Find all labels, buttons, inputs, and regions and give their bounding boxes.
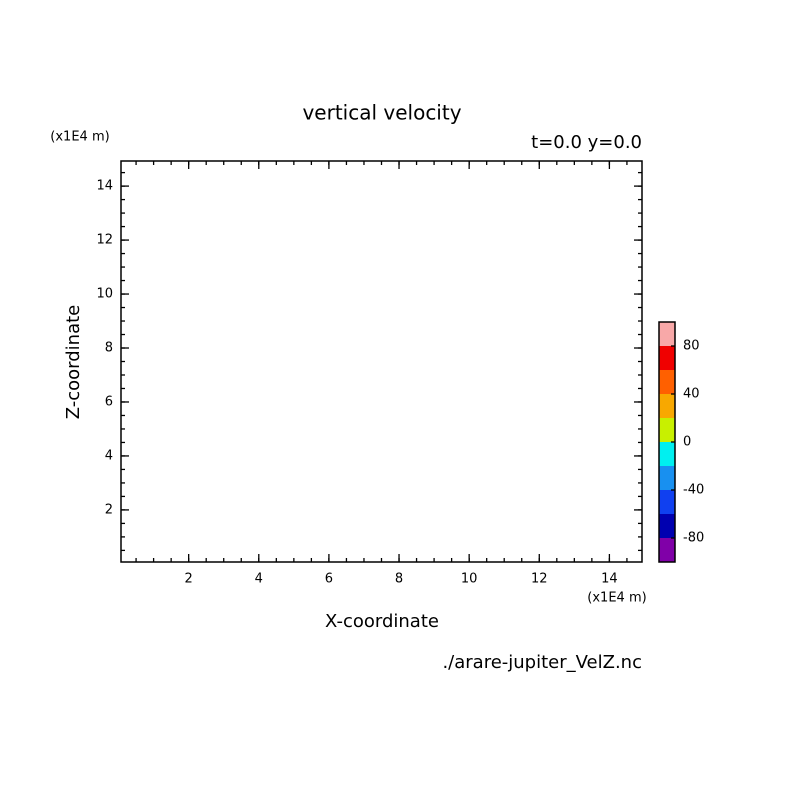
x-tick-label: 10 [461, 572, 478, 587]
y-tick-label: 6 [105, 394, 113, 409]
x-tick-label: 2 [185, 572, 193, 587]
annotation: ./arare-jupiter_VelZ.nc [442, 652, 642, 673]
colorbar-tick-label: -80 [683, 531, 704, 546]
x-axis-label: X-coordinate [325, 611, 439, 632]
x-tick-label: 8 [395, 572, 403, 587]
colorbar-swatch [659, 346, 675, 370]
colorbar-swatch [659, 418, 675, 442]
colorbar-swatch [659, 322, 675, 346]
y-tick-label: 12 [96, 233, 113, 248]
colorbar-tick-label: 0 [683, 435, 691, 450]
colorbar-tick-label: 40 [683, 387, 700, 402]
colorbar-swatch [659, 394, 675, 418]
colorbar-swatch [659, 490, 675, 514]
y-tick-label: 4 [105, 448, 113, 463]
y-tick-label: 2 [105, 502, 113, 517]
x-unit: (x1E4 m) [587, 591, 646, 606]
y-unit: (x1E4 m) [50, 130, 109, 145]
y-tick-label: 10 [96, 287, 113, 302]
colorbar-swatch [659, 442, 675, 466]
y-tick-label: 14 [96, 179, 113, 194]
colorbar-swatch [659, 514, 675, 538]
chart-title: vertical velocity [302, 101, 461, 125]
y-tick-label: 8 [105, 341, 113, 356]
x-tick-label: 14 [601, 572, 618, 587]
colorbar-swatch [659, 538, 675, 562]
colorbar-swatch [659, 466, 675, 490]
x-tick-label: 6 [325, 572, 333, 587]
colorbar-tick-label: 80 [683, 339, 700, 354]
x-tick-label: 4 [255, 572, 263, 587]
y-axis-label: Z-coordinate [63, 305, 84, 420]
colorbar-swatch [659, 370, 675, 394]
x-tick-label: 12 [531, 572, 548, 587]
subtitle: t=0.0 y=0.0 [531, 132, 642, 153]
colorbar-tick-label: -40 [683, 483, 704, 498]
